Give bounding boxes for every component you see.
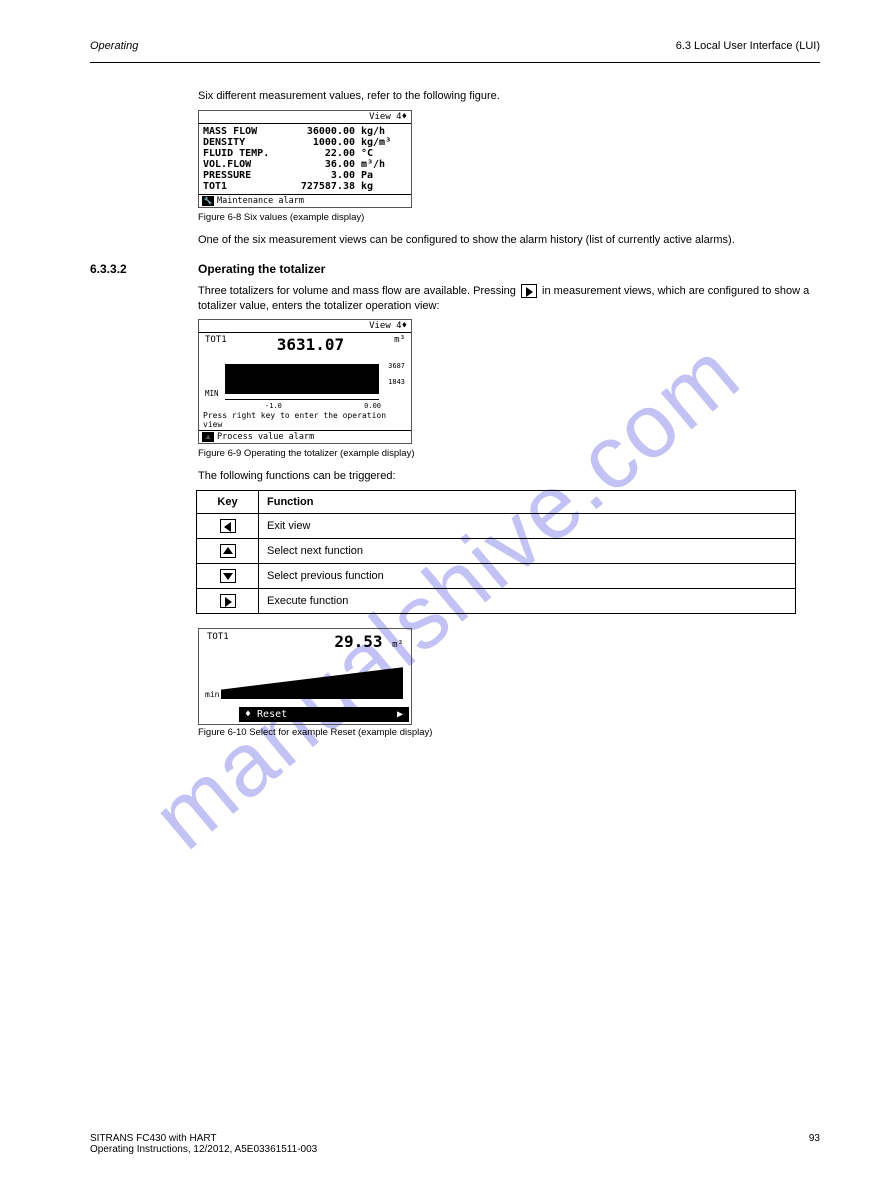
- lcd2-caption: Figure 6-9 Operating the totalizer (exam…: [198, 448, 820, 459]
- table-row: Exit view: [197, 514, 796, 539]
- keys-table: Key Function Exit view Select next funct…: [196, 490, 796, 614]
- section-heading: Operating the totalizer: [198, 262, 325, 276]
- min-label: MIN: [205, 389, 219, 398]
- lcd-totalizer: View 4♦ TOT1 3631.07 m³ 3687 1843 MIN -1…: [198, 319, 412, 444]
- para1: Six different measurement values, refer …: [198, 89, 820, 104]
- left-key-icon: [220, 519, 236, 533]
- lcd2-chart: 3687 1843 MIN -1.0 0.00: [205, 358, 405, 408]
- header-rule: [90, 62, 820, 63]
- page-footer: SITRANS FC430 with HART Operating Instru…: [90, 1133, 820, 1155]
- lcd3-value: 29.53: [334, 632, 382, 651]
- lcd2-footer-text: Process value alarm: [217, 432, 314, 442]
- lcd2-footer: ⚠ Process value alarm: [199, 430, 411, 443]
- lcd2-header: TOT1 3631.07 m³: [199, 333, 411, 356]
- right-arrow-icon: ▶: [397, 709, 403, 720]
- th-key: Key: [197, 491, 259, 514]
- fn-cell: Execute function: [259, 589, 796, 614]
- lcd3-header: TOT1 29.53 m³: [199, 629, 411, 651]
- lcd1-footer: 🔧 Maintenance alarm: [199, 194, 411, 207]
- fn-cell: Select next function: [259, 539, 796, 564]
- x-tick: 0.00: [364, 402, 381, 410]
- y-tick: 1843: [388, 378, 405, 386]
- page-header: Operating 6.3 Local User Interface (LUI): [90, 40, 820, 56]
- footer-left: SITRANS FC430 with HART Operating Instru…: [90, 1133, 317, 1155]
- lcd3-bar-label: Reset: [257, 709, 287, 720]
- footer-docid: Operating Instructions, 12/2012, A5E0336…: [90, 1144, 317, 1155]
- lcd-six-values: View 4♦ MASS FLOW36000.00kg/h DENSITY100…: [198, 110, 412, 208]
- updown-icon: ♦: [245, 709, 251, 720]
- table-row: DENSITY1000.00kg/m³: [203, 137, 407, 148]
- header-left: Operating: [90, 40, 138, 52]
- right-key-icon: [220, 594, 236, 608]
- lcd3-chart: min: [213, 651, 403, 707]
- lcd2-label: TOT1: [205, 335, 227, 354]
- table-head: Key Function: [197, 491, 796, 514]
- table-row: Execute function: [197, 589, 796, 614]
- para2: One of the six measurement views can be …: [198, 233, 820, 248]
- down-key-icon: [220, 569, 236, 583]
- footer-pagenum: 93: [809, 1133, 820, 1155]
- table-row: Select previous function: [197, 564, 796, 589]
- table-row: TOT1727587.38kg: [203, 181, 407, 192]
- lcd3-axis: [221, 698, 403, 699]
- x-axis: [225, 399, 379, 400]
- alarm-icon: ⚠: [202, 432, 214, 442]
- lcd1-rows: MASS FLOW36000.00kg/h DENSITY1000.00kg/m…: [199, 124, 411, 194]
- lcd1-title: View 4♦: [199, 111, 411, 124]
- table-row: PRESSURE3.00Pa: [203, 170, 407, 181]
- x-tick: -1.0: [265, 402, 282, 410]
- para3a: Three totalizers for volume and mass flo…: [198, 285, 516, 297]
- lcd2-unit: m³: [394, 335, 405, 345]
- content: Six different measurement values, refer …: [90, 89, 820, 738]
- section-number: 6.3.3.2: [90, 262, 168, 276]
- up-key-icon: [220, 544, 236, 558]
- th-function: Function: [259, 491, 796, 514]
- wrench-icon: 🔧: [202, 196, 214, 206]
- fn-cell: Exit view: [259, 514, 796, 539]
- section-title: 6.3.3.2 Operating the totalizer: [90, 262, 820, 276]
- right-key-icon: [521, 284, 537, 298]
- lcd-reset: TOT1 29.53 m³ min ♦ Reset ▶: [198, 628, 412, 725]
- lcd1-footer-text: Maintenance alarm: [217, 196, 304, 206]
- lcd3-unit: m³: [392, 640, 403, 650]
- para4: The following functions can be triggered…: [198, 469, 820, 484]
- lcd1-caption: Figure 6-8 Six values (example display): [198, 212, 820, 223]
- table-row: FLUID TEMP.22.00°C: [203, 148, 407, 159]
- bar-fill: [225, 364, 379, 394]
- lcd2-title: View 4♦: [199, 320, 411, 333]
- footer-product: SITRANS FC430 with HART: [90, 1133, 317, 1144]
- page: Operating 6.3 Local User Interface (LUI)…: [90, 40, 820, 748]
- fn-cell: Select previous function: [259, 564, 796, 589]
- table-row: MASS FLOW36000.00kg/h: [203, 126, 407, 137]
- slope-fill: [221, 667, 403, 699]
- y-tick: 3687: [388, 362, 405, 370]
- lcd2-hint: Press right key to enter the operation v…: [199, 410, 411, 430]
- table-row: VOL.FLOW36.00m³/h: [203, 159, 407, 170]
- lcd3-min: min: [205, 690, 219, 699]
- para3: Three totalizers for volume and mass flo…: [198, 284, 820, 314]
- header-right: 6.3 Local User Interface (LUI): [676, 40, 820, 52]
- lcd3-caption: Figure 6-10 Select for example Reset (ex…: [198, 727, 820, 738]
- lcd2-value: 3631.07: [277, 335, 344, 354]
- lcd3-label: TOT1: [207, 632, 229, 651]
- table-row: Select next function: [197, 539, 796, 564]
- lcd3-reset-bar: ♦ Reset ▶: [239, 707, 409, 722]
